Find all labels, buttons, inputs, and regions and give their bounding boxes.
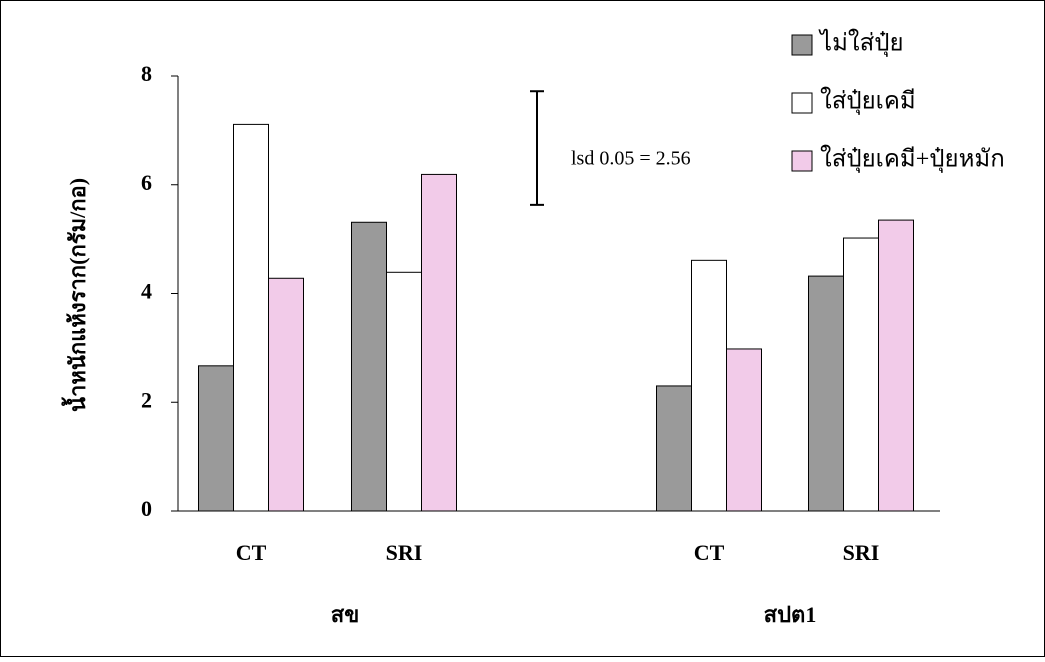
chart: น้ำหนักแห้งราก(กรัม/กอ) lsd 0.05 = 2.56 … [0, 0, 1045, 657]
y-axis-label: น้ำหนักแห้งราก(กรัม/กอ) [61, 178, 90, 412]
y-tick-label: 6 [141, 170, 152, 195]
bar [657, 386, 692, 511]
group-label: สปต1 [764, 602, 817, 627]
bar [809, 276, 844, 511]
bar [727, 349, 762, 511]
bar [199, 366, 234, 511]
y-tick-label: 0 [141, 496, 152, 521]
y-tick-label: 2 [141, 387, 152, 412]
y-tick-label: 4 [141, 279, 152, 304]
bar [422, 174, 457, 511]
legend-swatch [792, 151, 812, 171]
bar [269, 278, 304, 511]
bar [387, 272, 422, 511]
bar [692, 260, 727, 511]
x-tick-label: SRI [386, 540, 423, 565]
x-tick-label: CT [694, 540, 725, 565]
legend-label: ไม่ใส่ปุ๋ย [818, 29, 904, 58]
x-tick-label: CT [236, 540, 267, 565]
bar [234, 124, 269, 511]
legend-swatch [792, 93, 812, 113]
y-tick-label: 8 [141, 61, 152, 86]
x-tick-label: SRI [843, 540, 880, 565]
bar [844, 238, 879, 511]
legend-swatch [792, 35, 812, 55]
annotation: lsd 0.05 = 2.56 [571, 148, 691, 170]
bar [879, 220, 914, 511]
legend-label: ใส่ปุ๋ยเคมี+ปุ๋ยหมัก [820, 145, 1005, 174]
bar [352, 222, 387, 511]
legend-label: ใส่ปุ๋ยเคมี [820, 87, 916, 116]
group-label: สข [331, 602, 359, 627]
